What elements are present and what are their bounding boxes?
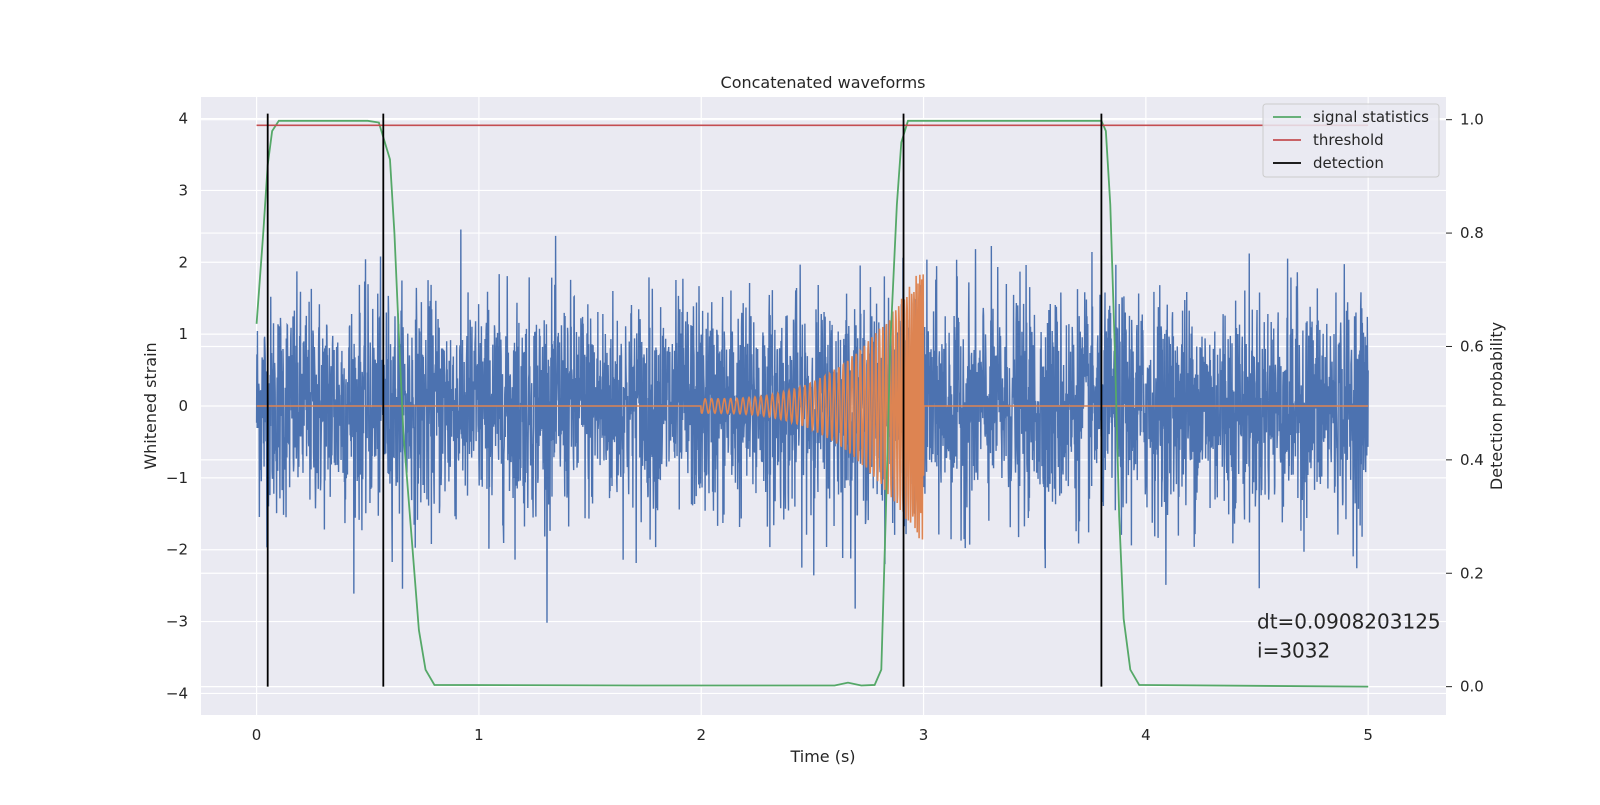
y-axis-label: Whitened strain [141,342,160,469]
detection-lines [266,113,1103,687]
x-tick-label: 0 [252,726,262,744]
annotation-dt: dt=0.0908203125 [1257,610,1441,634]
y-right-tick-label: 0.4 [1460,451,1484,469]
series-signal-statistics [255,119,1369,688]
series-whitened-strain-noise [255,229,1369,623]
legend-box [1262,103,1440,178]
y-right-tick-label: 0.6 [1460,337,1484,355]
y-tick-label: 2 [178,253,188,271]
y-right-tick-label: 0.8 [1460,224,1484,242]
y-right-tick-label: 0.0 [1460,678,1484,696]
legend-label-detection: detection [1313,154,1384,172]
annotation-index: i=3032 [1257,638,1330,662]
tick-layer: 0 1 2 3 4 5 −4 −3 −2 −1 0 1 2 3 4 0.0 0.2 0.4 0.6 0.8 1.0 [166,110,1484,744]
legend: signal statistics threshold detection [1262,103,1440,178]
y-right-tick-label: 1.0 [1460,111,1484,129]
x-tick-label: 5 [1363,726,1373,744]
x-tick-label: 3 [919,726,929,744]
legend-label-threshold: threshold [1313,131,1384,149]
series-injected-chirp [256,274,1369,540]
y-tick-label: 4 [178,110,188,128]
y-tick-label: −1 [166,469,188,487]
y-tick-label: 1 [178,325,188,343]
y-tick-label: −4 [166,684,188,702]
y-tick-label: 3 [178,181,188,199]
x-axis-label: Time (s) [789,747,855,766]
legend-label-signal-statistics: signal statistics [1313,108,1429,126]
y-tick-label: −2 [166,541,188,559]
x-tick-label: 1 [474,726,484,744]
x-tick-label: 4 [1141,726,1151,744]
annotation: dt=0.0908203125 i=3032 [1257,610,1441,663]
y-tick-label: −3 [166,613,188,631]
y-right-tick-label: 0.2 [1460,564,1484,582]
y-tick-label: 0 [178,397,188,415]
y-axis-right-label: Detection probability [1487,322,1506,490]
data-layer [255,119,1369,688]
x-tick-label: 2 [696,726,706,744]
chart-title: Concatenated waveforms [721,73,926,92]
